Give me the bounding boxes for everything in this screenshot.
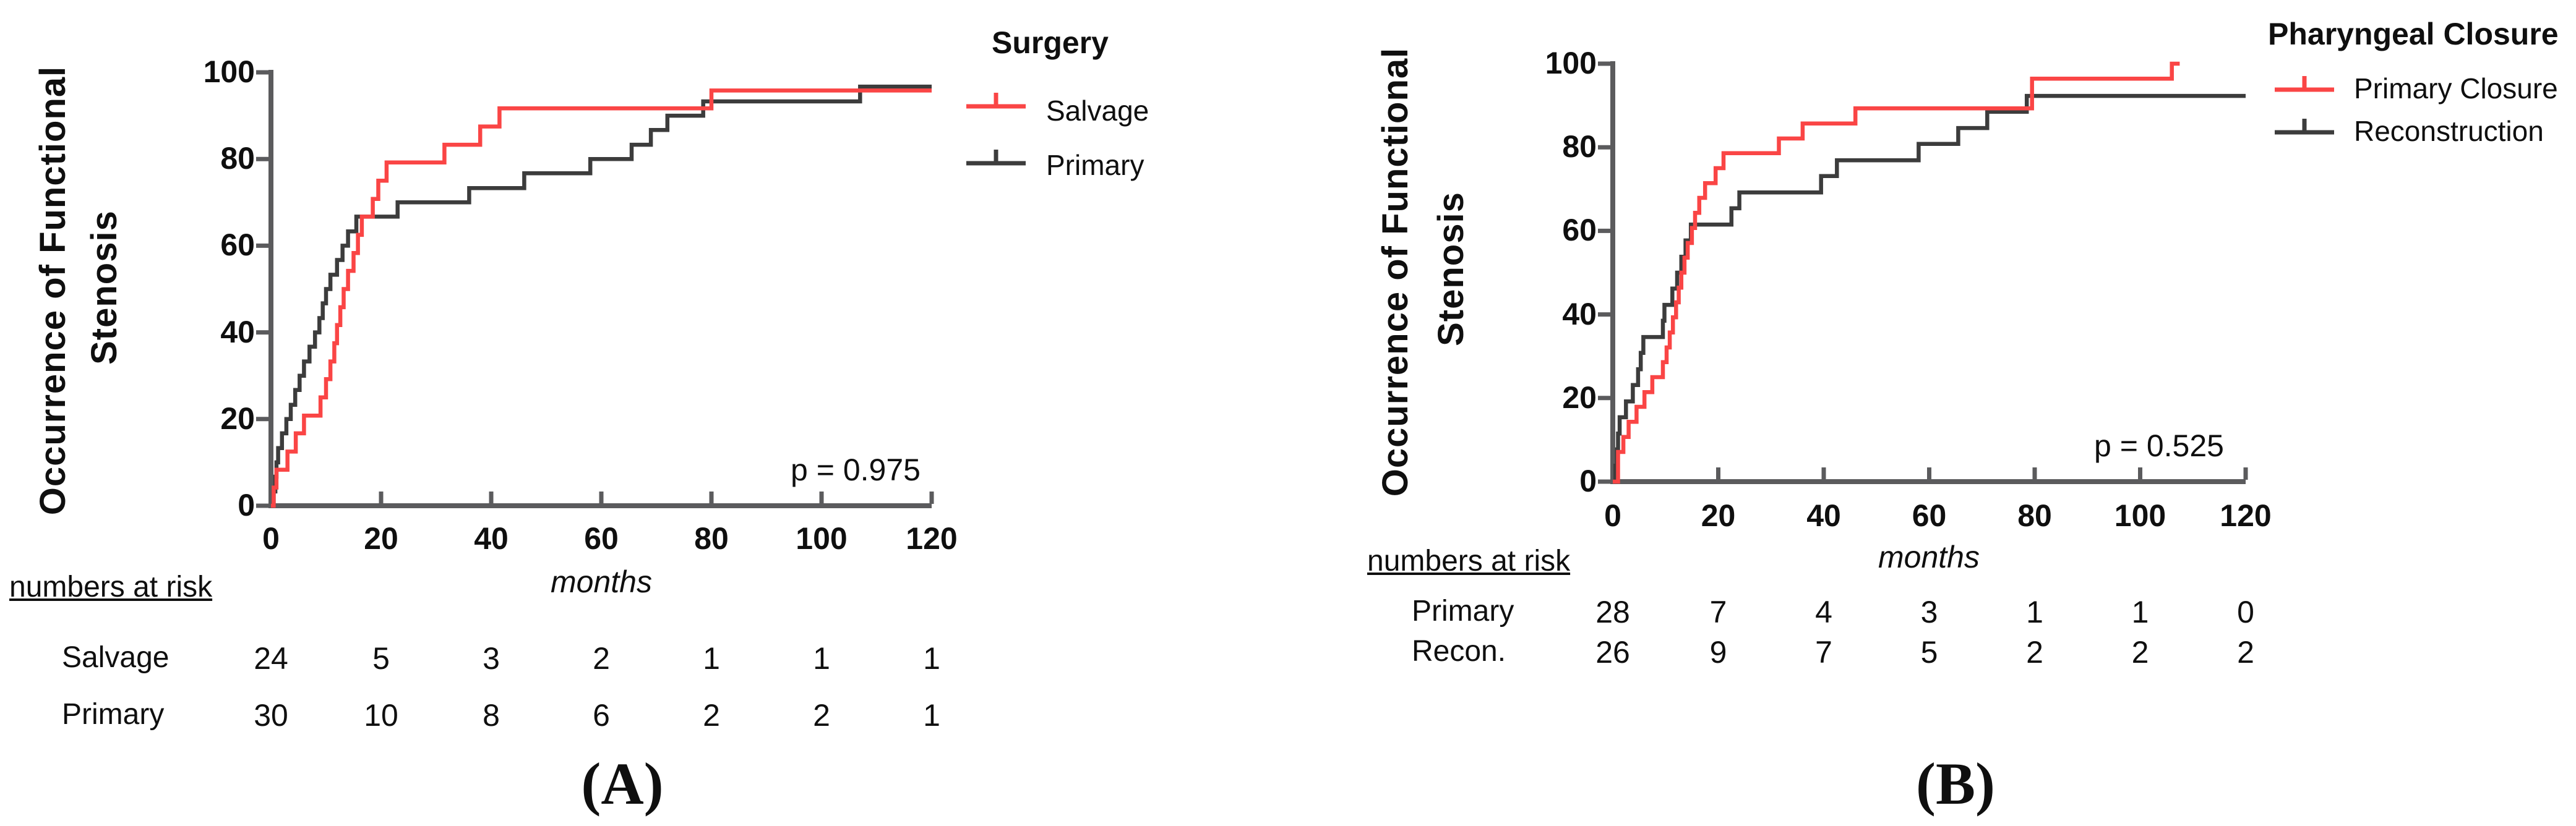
panel-a-risk-row-label-salvage: Salvage bbox=[62, 641, 170, 674]
panel-a-risk-value-primary-t80: 2 bbox=[703, 698, 720, 733]
panel-a-legend-key-salvage-icon bbox=[966, 93, 1026, 109]
panel-b-x-axis-title: months bbox=[1878, 540, 1980, 574]
panel-b-risk-value-primary-t0: 28 bbox=[1595, 595, 1630, 629]
panel-b-risk-value-recon--t40: 7 bbox=[1815, 635, 1832, 670]
panel-b-x-tick-label-100: 100 bbox=[2114, 498, 2166, 533]
panel-b-y-tick-label-40: 40 bbox=[1562, 296, 1597, 331]
panel-b-risk-value-primary-t20: 7 bbox=[1709, 595, 1727, 629]
panel-a-risk-row-label-primary: Primary bbox=[62, 698, 165, 731]
panel-a-p-value: p = 0.975 bbox=[791, 453, 921, 487]
panel-b-risk-value-recon--t100: 2 bbox=[2131, 635, 2149, 670]
panel-a-risk-value-salvage-t100: 1 bbox=[813, 641, 830, 676]
panel-a-x-axis-title: months bbox=[551, 564, 652, 599]
panel-b-risk-value-primary-t100: 1 bbox=[2131, 595, 2149, 629]
panel-a-x-tick-label-20: 20 bbox=[364, 521, 398, 556]
panel-a-legend-title: Surgery bbox=[992, 25, 1109, 60]
panel-b-y-tick-label-100: 100 bbox=[1545, 46, 1597, 80]
panel-a-risk-value-salvage-t40: 3 bbox=[483, 641, 500, 676]
panel-b-curve-reconstruction bbox=[1613, 93, 2246, 484]
panel-b-legend-key-primary-closure-icon bbox=[2275, 76, 2334, 92]
panel-a-risk-value-salvage-t20: 5 bbox=[372, 641, 390, 676]
panel-a-risk-value-primary-t40: 8 bbox=[483, 698, 500, 733]
panel-a-x-tick-label-60: 60 bbox=[584, 521, 619, 556]
panel-a-y-axis-title-line2: Stenosis bbox=[84, 210, 124, 365]
panel-a-x-tick-label-40: 40 bbox=[474, 521, 509, 556]
panel-b-y-tick-label-60: 60 bbox=[1562, 213, 1597, 248]
panel-a-curve-primary bbox=[271, 84, 932, 508]
panel-b-risk-value-primary-t80: 1 bbox=[2026, 595, 2043, 629]
panel-a-risk-value-salvage-t0: 24 bbox=[254, 641, 288, 676]
panel-a-curve-salvage bbox=[271, 88, 932, 508]
panel-b-risk-value-recon--t60: 5 bbox=[1920, 635, 1938, 670]
panel-a-risk-value-salvage-t60: 2 bbox=[593, 641, 610, 676]
panel-b-risk-value-recon--t120: 2 bbox=[2237, 635, 2254, 670]
panel-b-risk-value-recon--t80: 2 bbox=[2026, 635, 2043, 670]
panel-a-legend-label-primary: Primary bbox=[1046, 149, 1144, 181]
panel-a-numbers-at-risk-header: numbers at risk bbox=[9, 571, 213, 603]
panel-b-y-tick-label-80: 80 bbox=[1562, 129, 1597, 164]
panel-a-y-tick-label-100: 100 bbox=[203, 54, 255, 89]
panel-b-risk-value-recon--t20: 9 bbox=[1709, 635, 1727, 670]
panel-a-y-axis-title-line1: Occurrence of Functional bbox=[32, 66, 73, 516]
panel-b-y-tick-label-20: 20 bbox=[1562, 380, 1597, 415]
panel-b-legend-label-reconstruction: Reconstruction bbox=[2354, 115, 2544, 147]
panel-b-risk-value-primary-t60: 3 bbox=[1920, 595, 1938, 629]
panel-b-curve-primary-closure bbox=[1613, 61, 2180, 484]
panel-b-risk-value-primary-t120: 0 bbox=[2237, 595, 2254, 629]
panel-b-risk-value-primary-t40: 4 bbox=[1815, 595, 1832, 629]
panel-b-risk-value-recon--t0: 26 bbox=[1595, 635, 1630, 670]
panel-a-x-tick-label-80: 80 bbox=[694, 521, 729, 556]
panel-b-x-tick-label-80: 80 bbox=[2017, 498, 2052, 533]
panel-b-caption: (B) bbox=[1916, 751, 1995, 817]
panel-b-x-tick-label-0: 0 bbox=[1604, 498, 1621, 533]
panel-a-risk-value-primary-t100: 2 bbox=[813, 698, 830, 733]
panel-a-y-tick-label-80: 80 bbox=[220, 141, 255, 176]
panel-a-caption: (A) bbox=[581, 751, 664, 817]
panel-b-x-tick-label-20: 20 bbox=[1701, 498, 1736, 533]
panel-b-p-value: p = 0.525 bbox=[2094, 428, 2224, 463]
panel-a-y-tick-label-0: 0 bbox=[238, 488, 255, 522]
panel-a-x-tick-label-120: 120 bbox=[906, 521, 958, 556]
panel-a-risk-value-primary-t120: 1 bbox=[923, 698, 940, 733]
panel-b-risk-row-label-recon: Recon. bbox=[1412, 635, 1506, 668]
panel-b-legend-label-primary-closure: Primary Closure bbox=[2354, 72, 2558, 104]
panel-b-x-tick-label-120: 120 bbox=[2220, 498, 2272, 533]
panel-a-legend-key-primary-icon bbox=[966, 150, 1026, 166]
panel-b-numbers-at-risk-header: numbers at risk bbox=[1367, 545, 1571, 577]
panel-a-legend-label-salvage: Salvage bbox=[1046, 95, 1149, 127]
panel-a-x-tick-label-100: 100 bbox=[796, 521, 848, 556]
panel-a-y-tick-label-20: 20 bbox=[220, 401, 255, 436]
panel-a-risk-value-salvage-t80: 1 bbox=[703, 641, 720, 676]
panel-b-risk-row-label-primary: Primary bbox=[1412, 595, 1514, 628]
panel-b-legend-key-reconstruction-icon bbox=[2275, 119, 2334, 135]
panel-b-y-tick-label-0: 0 bbox=[1579, 464, 1597, 498]
panel-a-risk-value-primary-t20: 10 bbox=[364, 698, 398, 733]
panel-b-x-tick-label-40: 40 bbox=[1806, 498, 1841, 533]
panel-a-y-tick-label-40: 40 bbox=[220, 314, 255, 349]
panel-b-legend-title: Pharyngeal Closure bbox=[2268, 17, 2559, 51]
panel-a-risk-value-primary-t0: 30 bbox=[254, 698, 288, 733]
panel-b-x-tick-label-60: 60 bbox=[1912, 498, 1947, 533]
panel-a-y-tick-label-60: 60 bbox=[220, 228, 255, 263]
panel-a-x-tick-label-0: 0 bbox=[262, 521, 280, 556]
panel-a-risk-value-salvage-t120: 1 bbox=[923, 641, 940, 676]
panel-a-risk-value-primary-t60: 6 bbox=[593, 698, 610, 733]
